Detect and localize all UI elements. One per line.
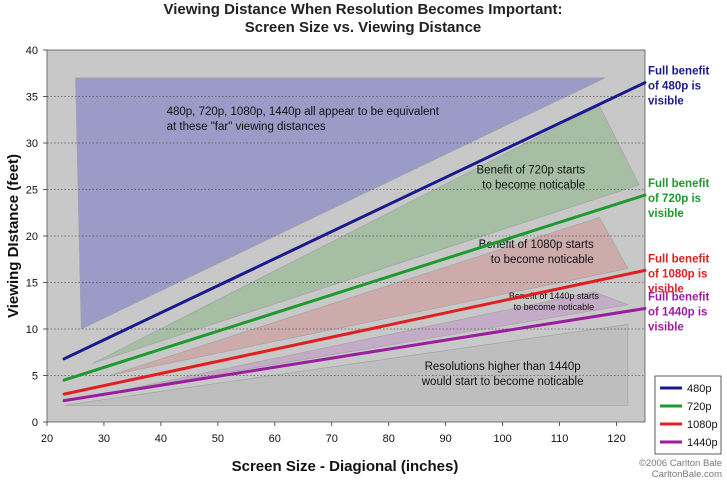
region-1080p bbox=[109, 217, 629, 376]
side-label-text: of 1440p is bbox=[648, 307, 707, 319]
side-label-text: visible bbox=[648, 283, 684, 295]
y-axis-label: Viewing DIstance (feet) bbox=[5, 154, 22, 318]
y-tick-label: 15 bbox=[26, 278, 38, 290]
legend-label: 720p bbox=[687, 401, 711, 413]
x-tick-label: 20 bbox=[41, 433, 53, 445]
x-tick-label: 110 bbox=[551, 433, 569, 445]
region-1440p bbox=[120, 291, 630, 391]
legend: 480p 720p 1080p 1440p bbox=[654, 375, 722, 455]
x-tick-label: 50 bbox=[212, 433, 224, 445]
x-axis-label: Screen Size - Diagional (inches) bbox=[232, 458, 459, 475]
y-axis-ticks: 0 5 10 15 20 25 30 35 40 bbox=[26, 45, 47, 429]
side-label-text: visible bbox=[648, 96, 684, 108]
credit-text: ©2006 Carlton Bale bbox=[639, 458, 722, 469]
y-tick-label: 40 bbox=[26, 45, 38, 57]
side-label-text: visible bbox=[648, 322, 684, 334]
y-tick-label: 0 bbox=[32, 417, 38, 429]
x-tick-label: 90 bbox=[440, 433, 452, 445]
side-label-text: Full benefit bbox=[648, 292, 710, 304]
x-tick-label: 80 bbox=[383, 433, 395, 445]
side-label-text: of 720p is bbox=[648, 193, 701, 205]
regions bbox=[64, 77, 640, 406]
annotation-text: would start to become noticable bbox=[421, 376, 584, 388]
series-line-480p bbox=[62, 81, 647, 361]
y-tick-label: 35 bbox=[26, 92, 38, 104]
side-label-text: Full benefit bbox=[648, 253, 710, 265]
side-label-text: of 1080p is bbox=[648, 268, 707, 280]
chart-title: Viewing Distance When Resolution Becomes… bbox=[164, 1, 563, 36]
x-axis-ticks: 20 30 40 50 60 70 80 90 100 110 120 bbox=[41, 422, 626, 445]
y-tick-label: 30 bbox=[26, 138, 38, 150]
legend-label: 480p bbox=[687, 383, 711, 395]
annotation-text: Benefit of 1440p starts bbox=[509, 291, 600, 301]
series-line-1080p bbox=[62, 268, 647, 396]
y-tick-label: 10 bbox=[26, 324, 38, 336]
side-label-text: of 480p is bbox=[648, 81, 701, 93]
chart-title-line: Viewing Distance When Resolution Becomes… bbox=[164, 1, 563, 18]
series-lines bbox=[62, 81, 647, 403]
region-higher bbox=[64, 324, 629, 406]
annotation-text: Resolutions higher than 1440p bbox=[425, 361, 581, 373]
annotation-text: Benefit of 720p starts bbox=[477, 165, 586, 177]
x-tick-label: 60 bbox=[269, 433, 281, 445]
x-tick-label: 100 bbox=[493, 433, 511, 445]
side-label-text: visible bbox=[648, 208, 684, 220]
x-tick-label: 30 bbox=[98, 433, 110, 445]
region-far bbox=[75, 77, 606, 330]
annotation-text: at these "far" viewing distances bbox=[167, 121, 326, 133]
series-line-1440p bbox=[62, 307, 647, 403]
annotations: 480p, 720p, 1080p, 1440p all appear to b… bbox=[167, 106, 600, 388]
y-tick-label: 20 bbox=[26, 231, 38, 243]
legend-label: 1080p bbox=[687, 419, 718, 431]
annotation-text: to become noticable bbox=[514, 302, 595, 312]
x-tick-label: 40 bbox=[155, 433, 167, 445]
side-label-text: Full benefit bbox=[648, 66, 710, 78]
credit-text: CarltonBale.com bbox=[652, 469, 722, 480]
annotation-text: Benefit of 1080p starts bbox=[479, 239, 594, 251]
x-tick-label: 70 bbox=[326, 433, 338, 445]
chart-title-line: Screen Size vs. Viewing Distance bbox=[245, 19, 482, 36]
annotation-text: 480p, 720p, 1080p, 1440p all appear to b… bbox=[167, 106, 440, 118]
annotation-text: to become noticable bbox=[482, 180, 585, 192]
x-tick-label: 120 bbox=[607, 433, 625, 445]
legend-label: 1440p bbox=[687, 437, 718, 449]
y-tick-label: 25 bbox=[26, 185, 38, 197]
side-label-text: Full benefit bbox=[648, 178, 710, 190]
series-line-720p bbox=[62, 193, 647, 382]
annotation-text: to become noticable bbox=[491, 254, 594, 266]
gridlines bbox=[47, 96, 645, 376]
y-tick-label: 5 bbox=[32, 371, 38, 383]
region-720p bbox=[92, 105, 640, 364]
